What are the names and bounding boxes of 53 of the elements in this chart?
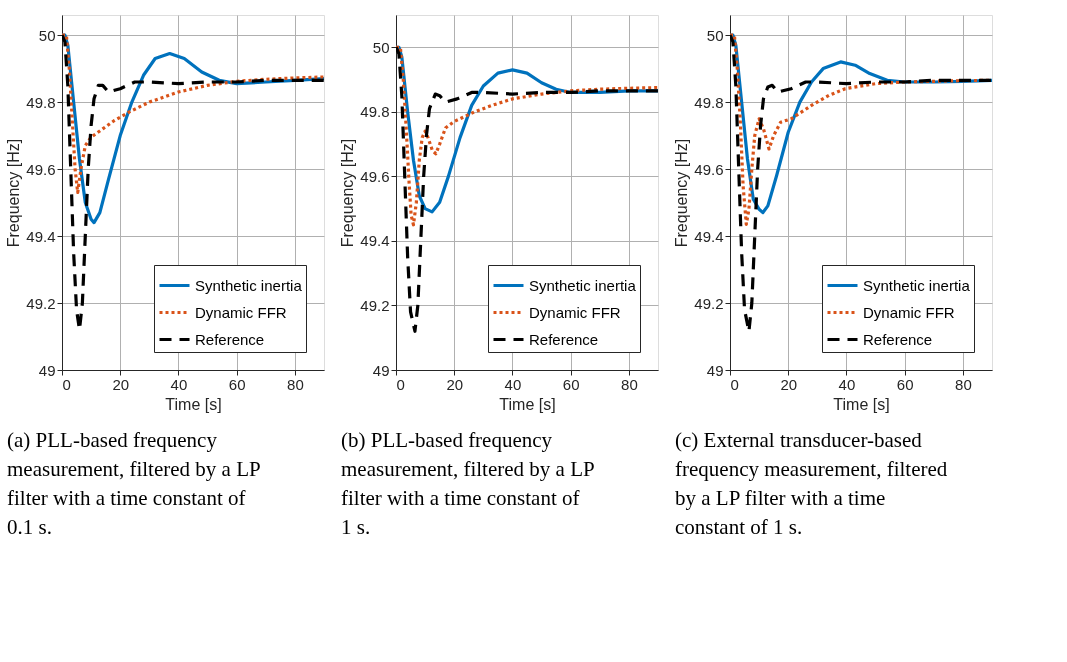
x-tick-label: 80	[621, 375, 638, 393]
x-tick-label: 80	[287, 375, 304, 393]
y-axis-title: Frequency [Hz]	[673, 138, 691, 248]
legend-label: Dynamic FFR	[863, 303, 955, 321]
y-tick-label: 50	[706, 26, 724, 44]
legend-label: Dynamic FFR	[529, 303, 621, 321]
y-tick-label: 49.2	[694, 294, 724, 312]
line-series	[396, 45, 658, 333]
legend-label: Reference	[529, 330, 599, 348]
y-tick-label: 49.2	[26, 294, 56, 312]
y-tick-label: 49.8	[26, 93, 56, 111]
y-tick-label: 49.4	[360, 232, 390, 250]
x-tick-label: 60	[896, 375, 914, 393]
y-tick-label: 49.6	[360, 167, 390, 185]
y-tick-label: 49.4	[694, 227, 724, 245]
x-tick-label: 80	[955, 375, 972, 393]
x-tick-label: 20	[780, 375, 798, 393]
x-tick-label: 40	[170, 375, 188, 393]
x-tick-label: 40	[504, 375, 522, 393]
text: (a) PLL-based frequency measurement, filtered by a LP filter with a time constant of 0.1 s.	[7, 428, 261, 539]
y-tick-label: 49.4	[26, 227, 56, 245]
legend-label: Synthetic inertia	[195, 276, 303, 294]
y-tick-label: 50	[38, 26, 56, 44]
text: (b) PLL-based frequency measurement, filtered by a LP filter with a time constant of 1 s.	[341, 428, 595, 539]
legend-label: Reference	[863, 330, 933, 348]
legend-label: Dynamic FFR	[195, 303, 287, 321]
line-series	[62, 33, 324, 195]
x-axis-title: Time [s]	[165, 395, 222, 413]
y-axis-title: Frequency [Hz]	[339, 138, 357, 248]
x-tick-label: 0	[730, 375, 739, 393]
x-tick-label: 20	[446, 375, 464, 393]
legend-label: Synthetic inertia	[863, 276, 971, 294]
y-tick-label: 49.6	[26, 160, 56, 178]
y-tick-label: 49.2	[360, 296, 390, 314]
x-tick-label: 60	[562, 375, 580, 393]
x-tick-label: 20	[112, 375, 130, 393]
y-tick-label: 49.6	[694, 160, 724, 178]
y-tick-label: 49	[706, 361, 724, 379]
y-tick-label: 49.8	[694, 93, 724, 111]
x-tick-label: 0	[62, 375, 71, 393]
x-tick-label: 60	[228, 375, 246, 393]
x-axis-title: Time [s]	[499, 395, 556, 413]
y-axis-title: Frequency [Hz]	[5, 138, 23, 248]
y-tick-label: 49.8	[360, 103, 390, 121]
x-tick-label: 0	[396, 375, 405, 393]
y-tick-label: 49	[372, 361, 390, 379]
y-tick-label: 49	[38, 361, 56, 379]
y-tick-label: 50	[372, 38, 390, 56]
x-tick-label: 40	[838, 375, 856, 393]
legend-label: Synthetic inertia	[529, 276, 637, 294]
x-axis-title: Time [s]	[833, 395, 890, 413]
text: (c) External transducer-based frequency measurement, filtered by a LP filter with a time constant of 1 s.	[675, 428, 948, 539]
legend-label: Reference	[195, 330, 265, 348]
